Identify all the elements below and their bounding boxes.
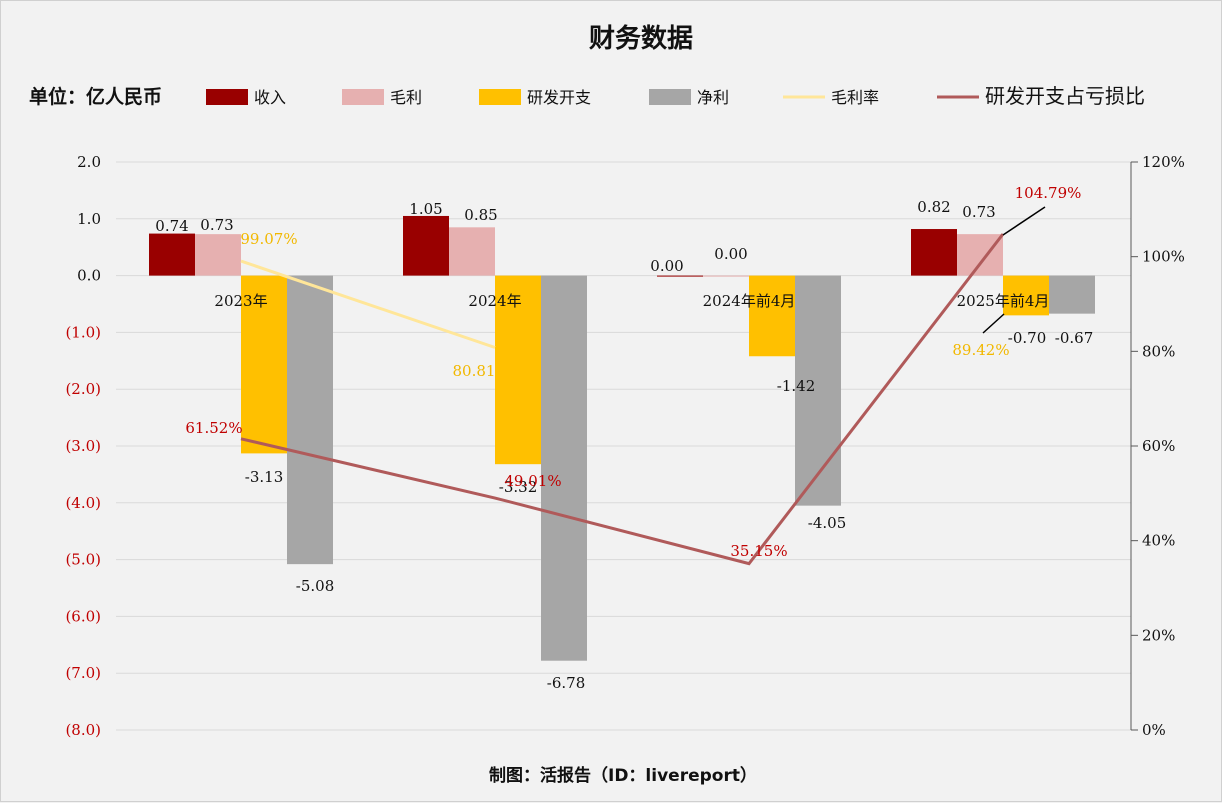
data-label-series-1: 0.73 [962, 203, 995, 221]
legend-swatch [206, 89, 248, 105]
bar-series-2-1 [495, 275, 541, 465]
footer-credit: 制图：活报告（ID：livereport） [489, 765, 757, 786]
left-tick-label: 0.0 [77, 267, 101, 285]
data-label-gross-margin: 99.07% [240, 230, 297, 248]
left-tick-label: (2.0) [65, 380, 101, 398]
data-label-rd-ratio: 35.15% [730, 542, 787, 560]
data-label-series-1: 0.73 [200, 216, 233, 234]
data-labels: 0.74 1.05 0.00 0.82 0.73 0.85 0.00 0.73 -3.13 -3.… [155, 184, 1093, 692]
leader-line [982, 313, 1005, 334]
data-label-series-2: -3.13 [245, 468, 283, 486]
data-label-series-3: -5.08 [296, 577, 334, 595]
right-tick-label: 20% [1142, 626, 1175, 644]
bar-series-2-0 [241, 275, 287, 454]
category-label: 2025年前4月 [957, 292, 1050, 310]
data-label-series-2: -1.42 [777, 377, 815, 395]
right-axis: 120% 100% 80% 60% 40% 20% 0% [1130, 153, 1185, 739]
category-labels: 2023年 2024年 2024年前4月 2025年前4月 [214, 292, 1049, 310]
chart-title: 财务数据 [589, 24, 693, 54]
legend-swatch [649, 89, 691, 105]
data-label-rd-ratio: 61.52% [185, 419, 242, 437]
left-tick-label: (7.0) [65, 664, 101, 682]
right-tick-label: 60% [1142, 437, 1175, 455]
data-label-series-2: -0.70 [1008, 329, 1046, 347]
bar-series-1-3 [957, 234, 1003, 276]
line-series-4 [240, 259, 496, 349]
legend-label: 毛利率 [831, 88, 879, 107]
category-label: 2024年前4月 [703, 292, 796, 310]
bar-series-3-3 [1049, 275, 1095, 314]
bar-series-0-1 [403, 215, 449, 276]
unit-label: 单位：亿人民币 [29, 85, 162, 108]
bar-series-0-3 [911, 229, 957, 276]
legend-item-series-5: 研发开支占亏损比 [937, 84, 1145, 108]
bar-series-1-1 [449, 227, 495, 276]
bar-series-0-0 [149, 233, 195, 276]
bars [149, 215, 1095, 661]
legend-swatch [479, 89, 521, 105]
right-tick-label: 40% [1142, 532, 1175, 550]
category-label: 2024年 [468, 292, 521, 310]
data-label-rd-ratio: 49.01% [504, 472, 561, 490]
data-label-series-0: 0.00 [650, 257, 683, 275]
legend-swatch [342, 89, 384, 105]
data-label-series-3: -0.67 [1055, 329, 1093, 347]
legend-item-series-2: 研发开支 [479, 88, 591, 107]
legend-label: 研发开支占亏损比 [985, 84, 1145, 108]
legend-item-series-1: 毛利 [342, 88, 422, 107]
data-label-series-3: -6.78 [547, 674, 585, 692]
right-tick-label: 0% [1142, 721, 1166, 739]
legend: 收入 毛利 研发开支 净利 毛利率 研发开支占亏损比 [206, 84, 1145, 108]
data-label-gross-margin: 80.81 [453, 362, 496, 380]
left-tick-label: 1.0 [77, 210, 101, 228]
data-label-rd-ratio: 104.79% [1015, 184, 1082, 202]
lines [240, 233, 1005, 566]
left-tick-label: (4.0) [65, 494, 101, 512]
legend-item-series-4: 毛利率 [783, 88, 879, 107]
legend-label: 收入 [254, 88, 286, 107]
bar-series-2-3 [1003, 275, 1049, 316]
left-axis: 2.0 1.0 0.0 (1.0) (2.0) (3.0) (4.0) (5.0) (6.0) (… [65, 153, 101, 739]
bar-series-3-2 [795, 275, 841, 506]
legend-label: 研发开支 [527, 88, 591, 107]
legend-label: 毛利 [390, 88, 422, 107]
bar-series-1-2 [703, 275, 749, 277]
left-tick-label: (6.0) [65, 607, 101, 625]
legend-label: 净利 [697, 88, 729, 107]
left-tick-label: (8.0) [65, 721, 101, 739]
right-tick-label: 120% [1142, 153, 1185, 171]
bar-series-2-2 [749, 275, 795, 357]
leader-line [1002, 206, 1046, 236]
line-series-5 [240, 233, 1005, 566]
left-tick-label: (5.0) [65, 551, 101, 569]
bar-series-1-0 [195, 234, 241, 276]
category-label: 2023年 [214, 292, 267, 310]
data-label-gross-margin: 89.42% [952, 341, 1009, 359]
data-label-series-1: 0.00 [714, 245, 747, 263]
legend-item-series-0: 收入 [206, 88, 286, 107]
left-tick-label: (1.0) [65, 323, 101, 341]
left-tick-label: (3.0) [65, 437, 101, 455]
right-tick-label: 80% [1142, 342, 1175, 360]
data-label-series-0: 0.82 [917, 198, 950, 216]
bar-series-0-2 [657, 275, 703, 277]
bar-series-3-1 [541, 275, 587, 661]
data-label-series-1: 0.85 [464, 206, 497, 224]
right-tick-label: 100% [1142, 248, 1185, 266]
legend-item-series-3: 净利 [649, 88, 729, 107]
data-label-series-2: -3.32 [499, 478, 537, 496]
left-tick-label: 2.0 [77, 153, 101, 171]
bar-series-3-0 [287, 275, 333, 565]
data-label-series-3: -4.05 [808, 514, 846, 532]
data-label-series-0: 0.74 [155, 217, 188, 235]
data-label-series-0: 1.05 [409, 200, 442, 218]
